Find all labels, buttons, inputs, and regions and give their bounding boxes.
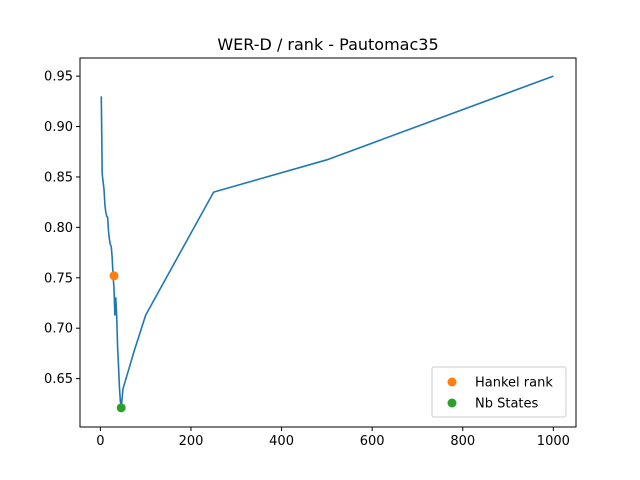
x-tick-label: 400 [269,434,294,449]
x-tick-label: 600 [360,434,385,449]
y-axis: 0.65 0.70 0.75 0.80 0.85 0.90 0.95 [44,70,80,387]
y-tick-label: 0.95 [44,70,73,85]
y-tick-label: 0.80 [44,221,73,236]
series-layer [100,75,554,409]
series-line [100,75,554,409]
legend-marker [447,398,457,408]
y-tick-label: 0.85 [44,170,73,185]
x-tick-label: 1000 [537,434,570,449]
legend: Hankel rank Nb States [431,366,567,418]
chart-title: WER-D / rank - Pautomac35 [217,35,438,54]
legend-box [431,366,567,418]
x-axis: 0 200 400 600 800 1000 [96,427,570,449]
y-tick-label: 0.90 [44,120,73,135]
y-tick-label: 0.65 [44,372,73,387]
markers-layer [109,271,126,413]
y-tick-label: 0.70 [44,322,73,337]
legend-label: Hankel rank [475,376,553,391]
legend-label: Nb States [475,397,539,412]
y-tick-label: 0.75 [44,271,73,286]
x-tick-label: 800 [450,434,475,449]
legend-marker [447,377,457,387]
marker-point [116,403,126,413]
x-tick-label: 200 [179,434,204,449]
x-tick-label: 0 [96,434,104,449]
marker-point [109,271,119,281]
axes-frame [79,57,577,428]
